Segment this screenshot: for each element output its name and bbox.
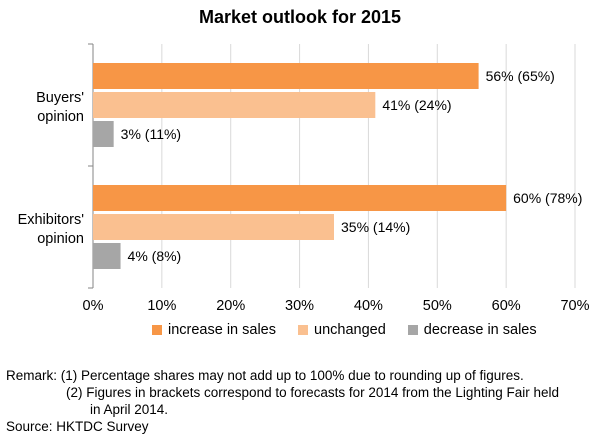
x-tick-label: 50% xyxy=(423,298,452,314)
data-label: 4% (8%) xyxy=(128,248,182,264)
category-label: opinion xyxy=(37,109,84,125)
bar xyxy=(93,63,479,89)
source-note: Source: HKTDC Survey xyxy=(6,419,149,434)
data-label: 41% (24%) xyxy=(382,97,451,113)
chart-title: Market outlook for 2015 xyxy=(198,7,402,27)
legend-swatch-unchanged xyxy=(298,325,308,335)
x-tick-label: 40% xyxy=(354,298,383,314)
x-tick-label: 10% xyxy=(147,298,176,314)
bar xyxy=(93,185,507,211)
x-tick-label: 70% xyxy=(560,298,589,314)
bar xyxy=(93,243,121,269)
legend-label-unchanged: unchanged xyxy=(314,322,386,338)
legend-swatch-decrease xyxy=(407,325,418,335)
x-tick-label: 20% xyxy=(216,298,245,314)
category-label: Exhibitors' xyxy=(18,212,85,228)
data-label: 35% (14%) xyxy=(341,219,410,235)
legend: increase in sales unchanged decrease in … xyxy=(152,322,559,338)
remark-line-2: (2) Figures in brackets correspond to fo… xyxy=(66,385,559,400)
legend-label-increase: increase in sales xyxy=(168,322,276,338)
x-tick-label: 60% xyxy=(492,298,521,314)
x-tick-label: 30% xyxy=(285,298,314,314)
data-label: 56% (65%) xyxy=(486,68,555,84)
bar xyxy=(93,214,334,240)
remark-line-3: in April 2014. xyxy=(90,402,169,417)
data-label: 60% (78%) xyxy=(513,190,582,206)
bar-chart: 0% 10% 20% 30% 40% 50% 60% 70% 56% (65%) 41% (24%… xyxy=(18,43,590,314)
legend-item-increase: increase in sales xyxy=(152,322,276,338)
bar xyxy=(93,121,114,147)
x-tick-label: 0% xyxy=(83,298,104,314)
category-label: Buyers' xyxy=(36,90,84,106)
data-label: 3% (11%) xyxy=(121,126,181,142)
legend-label-decrease: decrease in sales xyxy=(423,322,537,338)
category-label: opinion xyxy=(37,231,84,247)
legend-item-unchanged: unchanged xyxy=(298,322,386,338)
legend-swatch-increase xyxy=(152,325,162,335)
remark-line-1: Remark: (1) Percentage shares may not ad… xyxy=(6,368,524,383)
chart-notes: Remark: (1) Percentage shares may not ad… xyxy=(6,367,559,435)
legend-item-decrease: decrease in sales xyxy=(407,322,537,338)
bar xyxy=(93,92,376,118)
